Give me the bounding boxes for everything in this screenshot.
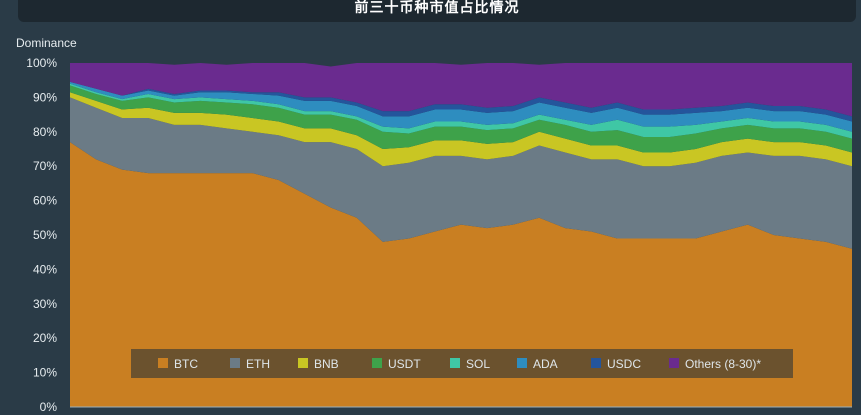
area-bnb [70,92,852,167]
legend-swatch [517,358,527,368]
y-tick-label: 0% [40,400,58,414]
area-ada [70,81,852,132]
y-axis-title: Dominance [16,36,77,50]
area-others-8-30 [70,63,852,117]
legend-label: BTC [174,357,198,371]
legend-box [131,349,793,378]
legend-swatch [298,358,308,368]
legend-swatch [669,358,679,368]
legend-swatch [158,358,168,368]
y-tick-label: 30% [33,297,57,311]
y-tick-label: 60% [33,194,57,208]
y-tick-label: 40% [33,262,57,276]
y-axis-ticks: 0% 10% 20% 30% 40% 50% 60% 70% 80% 90% 100% [26,56,57,414]
y-tick-label: 90% [33,90,57,104]
legend-swatch [230,358,240,368]
area-usdt [70,85,852,153]
legend-swatch [372,358,382,368]
title-bar: 前三十币种市值占比情况 [18,0,856,22]
area-layers [70,63,852,407]
area-btc [70,142,852,407]
chart-title: 前三十币种市值占比情况 [354,0,520,15]
y-tick-label: 100% [26,56,57,70]
legend-label: SOL [466,357,490,371]
area-usdc [70,81,852,122]
legend: BTC ETH BNB USDT SOL ADA USDC Others (8-30)* [131,349,793,378]
legend-label: ETH [246,357,270,371]
legend-label: USDC [607,357,641,371]
area-eth [70,97,852,249]
y-tick-label: 50% [33,228,57,242]
y-tick-label: 70% [33,159,57,173]
y-tick-label: 10% [33,366,57,380]
legend-label: Others (8-30)* [685,357,761,371]
y-tick-label: 20% [33,331,57,345]
legend-swatch [591,358,601,368]
legend-label: USDT [388,357,421,371]
legend-label: BNB [314,357,339,371]
legend-label: ADA [533,357,558,371]
legend-swatch [450,358,460,368]
y-tick-label: 80% [33,125,57,139]
